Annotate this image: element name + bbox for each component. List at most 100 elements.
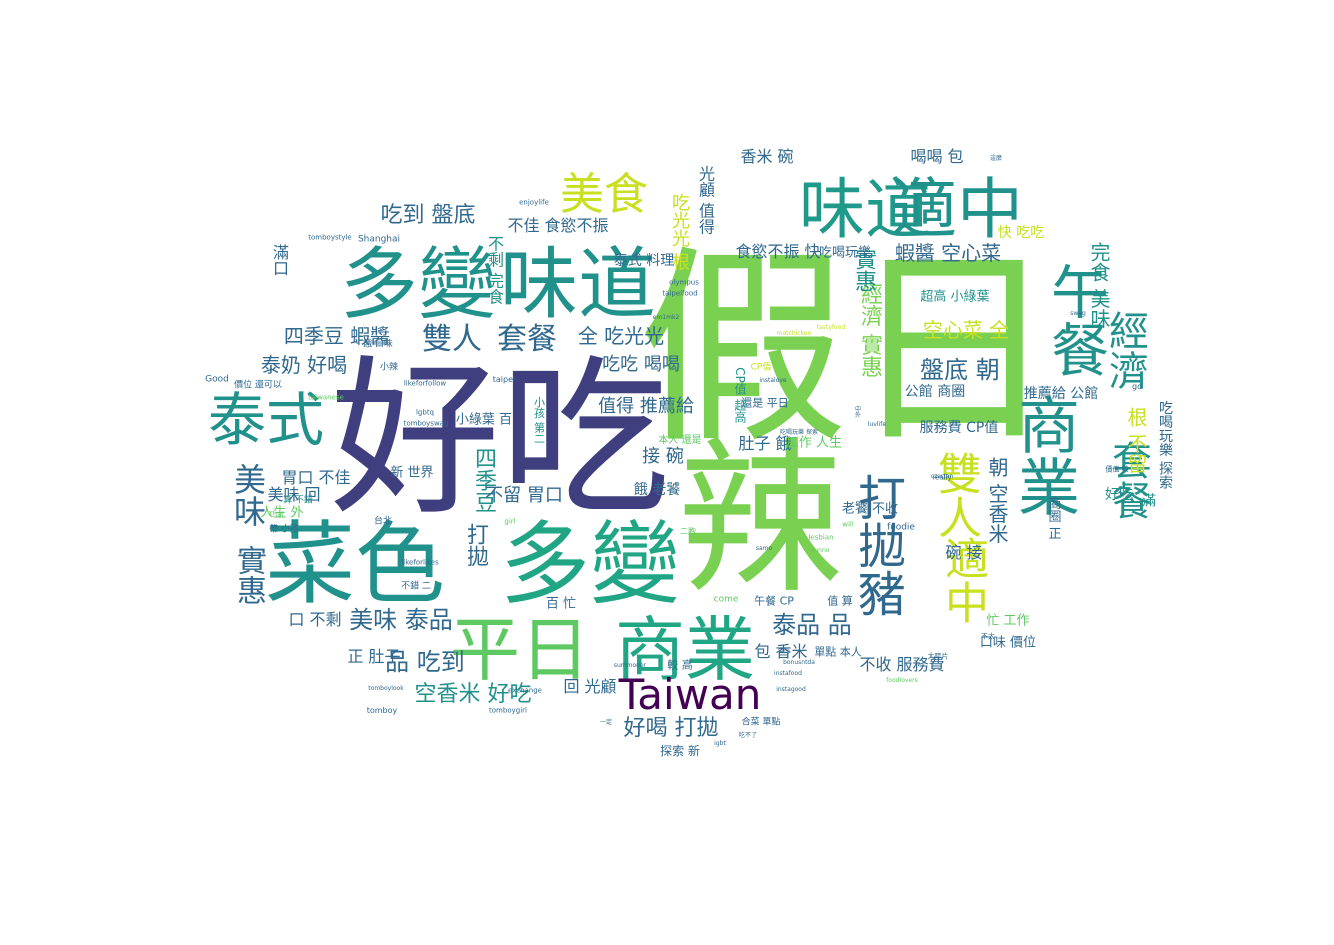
word-cloud-term: 多變 [500,512,680,617]
word-cloud-term: Good [205,374,229,385]
word-cloud-term: taipei [492,375,516,384]
word-cloud-term: 服務費 CP值 [919,420,999,436]
word-cloud-term: 包 香米 [754,642,808,661]
word-cloud-term: 吃不了 [738,732,758,739]
word-cloud-term: 值 算 [827,594,853,608]
word-cloud-term: 滿 [1140,493,1156,507]
word-cloud-term: 百 忙 [545,596,577,612]
word-cloud-term: exchange [508,686,542,695]
word-cloud-term: 人生 外 [260,505,304,521]
word-cloud-term: enjoylife [519,198,549,207]
word-cloud-term: 吃喝玩樂 探索 [780,429,818,436]
word-cloud-term: 合菜 單點 [741,717,781,728]
word-cloud-term: 空香米 好吃 [414,682,532,707]
word-cloud-term: 好喝 打拋 [623,716,719,741]
word-cloud-term: 滿口 [270,244,289,276]
word-cloud-term: 探索 新 [660,744,700,758]
word-cloud-term: 本人 還是 [658,435,702,446]
word-cloud-term: 套餐 [1105,440,1151,520]
word-cloud-term: 外 [854,412,862,419]
word-cloud-term: 一定 [599,719,613,726]
word-cloud-term: 這麼 [989,155,1003,162]
word-cloud-term: taipeifood [662,289,698,298]
word-cloud-term: 吃喝玩樂 [818,245,872,261]
word-cloud-term: 美食 [560,169,648,220]
word-cloud-term: bonusntda [783,659,815,666]
word-cloud-term: 碗 接 [945,543,983,562]
word-cloud-term: 商業 [1007,393,1080,517]
word-cloud-term: 台北 [373,516,393,527]
word-cloud-term: em1mk2 [652,314,680,321]
word-cloud-term: 香米 碗 [740,147,794,166]
word-cloud-term: 口 不剩 [288,610,342,629]
word-cloud-term: 超高 小綠葉 [920,289,990,305]
word-cloud-term: tomboylook [368,685,404,692]
word-cloud-term: girl [504,517,516,526]
word-cloud-term: 盤底 朝 [920,356,1000,384]
word-cloud-term: 價位 還可以 [234,380,282,391]
word-cloud-term: 平日 [450,609,590,691]
word-cloud-term: 根 不留 [1124,406,1148,474]
word-cloud-term: 實惠 [851,248,876,292]
word-cloud-term: 空心菜 全 [922,318,1010,342]
word-cloud-term: swag [1070,310,1086,317]
word-cloud-term: lgbtq [415,408,435,417]
word-cloud-term: 回 光顧 [563,677,617,696]
word-cloud-term: 泰品 品 [772,611,852,639]
word-cloud-term: 吃到 盤底 [380,203,476,228]
word-cloud-term: likeforlikes [401,558,439,567]
word-cloud-term: 不收 服務費 [859,655,945,674]
word-cloud-term: 午餐 [1041,262,1109,378]
word-cloud-term: Shanghai [357,234,401,245]
word-cloud-term: tomboyswag [403,419,449,428]
word-cloud-term: 不太 [981,632,995,641]
word-cloud-term: 中 [854,406,862,413]
word-cloud-term: 推薦給 公館 [1023,386,1099,402]
word-cloud-term: 小綠葉 百 [455,412,513,428]
word-cloud-term: 接 碗 [642,446,684,467]
word-cloud-term: foodie [887,522,915,533]
word-cloud-term: 泰奶 好喝 [260,353,348,377]
word-cloud-term: 食慾不振 快 [735,242,821,261]
word-cloud-term: summoner [613,662,647,669]
word-cloud-term: go [1132,382,1142,391]
word-cloud-term: taiwanese [308,393,344,402]
word-cloud-term: 經濟 [1102,310,1148,390]
word-cloud-term: 朝 空香米 [985,456,1009,544]
word-cloud-term: 小孩 第二 [532,396,546,444]
word-cloud-term: 新 世界 [390,465,434,481]
word-cloud-term: 忙 工作 [986,613,1030,629]
word-cloud-term: 美味 回 [267,485,321,504]
word-cloud-term: likeforfollow [403,379,447,388]
word-cloud-term: 餓 老饕 [633,482,681,498]
word-cloud-term: 胃口 不佳 [281,468,351,487]
word-cloud-term: 不佳 食慾不振 [507,216,609,235]
word-cloud-term: 全 吃光光 [577,324,665,348]
word-cloud-term: 美味 泰品 [349,606,453,634]
word-cloud-term: 打拋豬 [849,473,905,617]
word-cloud-term: 四季豆 [471,447,496,513]
word-cloud-term: CP值 [750,362,772,373]
word-cloud-term: 單點 本人 [814,645,862,659]
word-cloud-term: 正 肚子 [347,647,401,666]
word-cloud-term: Taiwan [618,670,762,719]
word-cloud-term: matchicken [776,330,812,337]
word-cloud-term: 實惠 [231,545,266,605]
word-cloud-term: 喝喝 包 [910,147,964,166]
word-cloud-term: 假日 [637,227,1059,472]
word-cloud-term: 小辣 [379,362,399,373]
word-cloud-term: 餓 口味 [363,339,393,350]
word-cloud-term: 快 吃吃 [997,225,1045,241]
word-cloud-term: 泰式 [207,386,325,454]
word-cloud-term: 帶 小孩 [269,524,299,535]
word-cloud-term: 雙人 [930,451,981,539]
word-cloud-term: 商業 [615,609,755,691]
word-cloud-term: 價值 較 [1105,465,1129,474]
word-cloud-term: 商圈 正 [1045,496,1061,540]
word-cloud-term: instagood [776,686,806,693]
word-cloud-term: 午餐 CP [754,594,794,608]
word-cloud-term: 味道 [799,171,931,248]
word-cloud-term: 菜色 [265,512,445,617]
word-cloud-term: 打拋 [463,523,488,567]
